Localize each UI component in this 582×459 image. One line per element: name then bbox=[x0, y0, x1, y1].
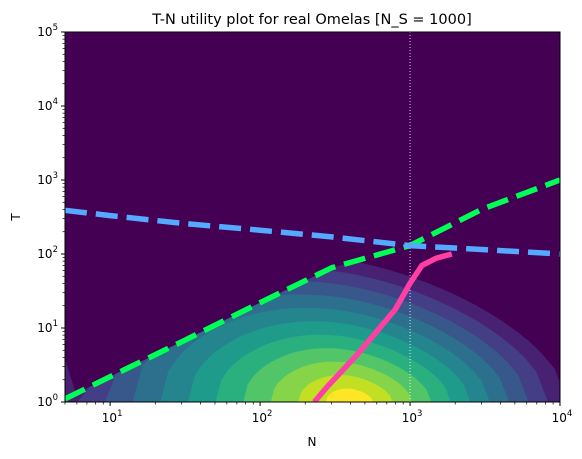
contour-band bbox=[326, 388, 373, 402]
y-tick-label: 100 bbox=[37, 393, 58, 409]
x-tick-label: 102 bbox=[252, 409, 273, 425]
y-axis-ticks: 100 101 102 103 104 105 bbox=[37, 23, 65, 409]
y-tick-label: 105 bbox=[37, 23, 58, 39]
x-axis-label: N bbox=[308, 435, 317, 449]
y-tick-label: 103 bbox=[37, 171, 58, 187]
y-axis-label: T bbox=[9, 213, 23, 222]
plot-frame bbox=[64, 31, 561, 403]
x-tick-label: 101 bbox=[102, 409, 123, 425]
pink-curve bbox=[312, 251, 453, 402]
y-tick-label: 102 bbox=[37, 245, 58, 261]
x-tick-label: 103 bbox=[402, 409, 423, 425]
x-axis-ticks: 101 102 103 104 bbox=[64, 402, 573, 425]
chart-title: T-N utility plot for real Omelas [N_S = … bbox=[151, 12, 472, 28]
y-tick-label: 101 bbox=[37, 319, 58, 335]
x-tick-label: 104 bbox=[552, 409, 573, 425]
y-tick-label: 104 bbox=[37, 97, 58, 113]
chart-lines bbox=[65, 32, 560, 402]
green-dashed-line bbox=[65, 177, 560, 402]
blue-dashed-line bbox=[65, 207, 560, 257]
